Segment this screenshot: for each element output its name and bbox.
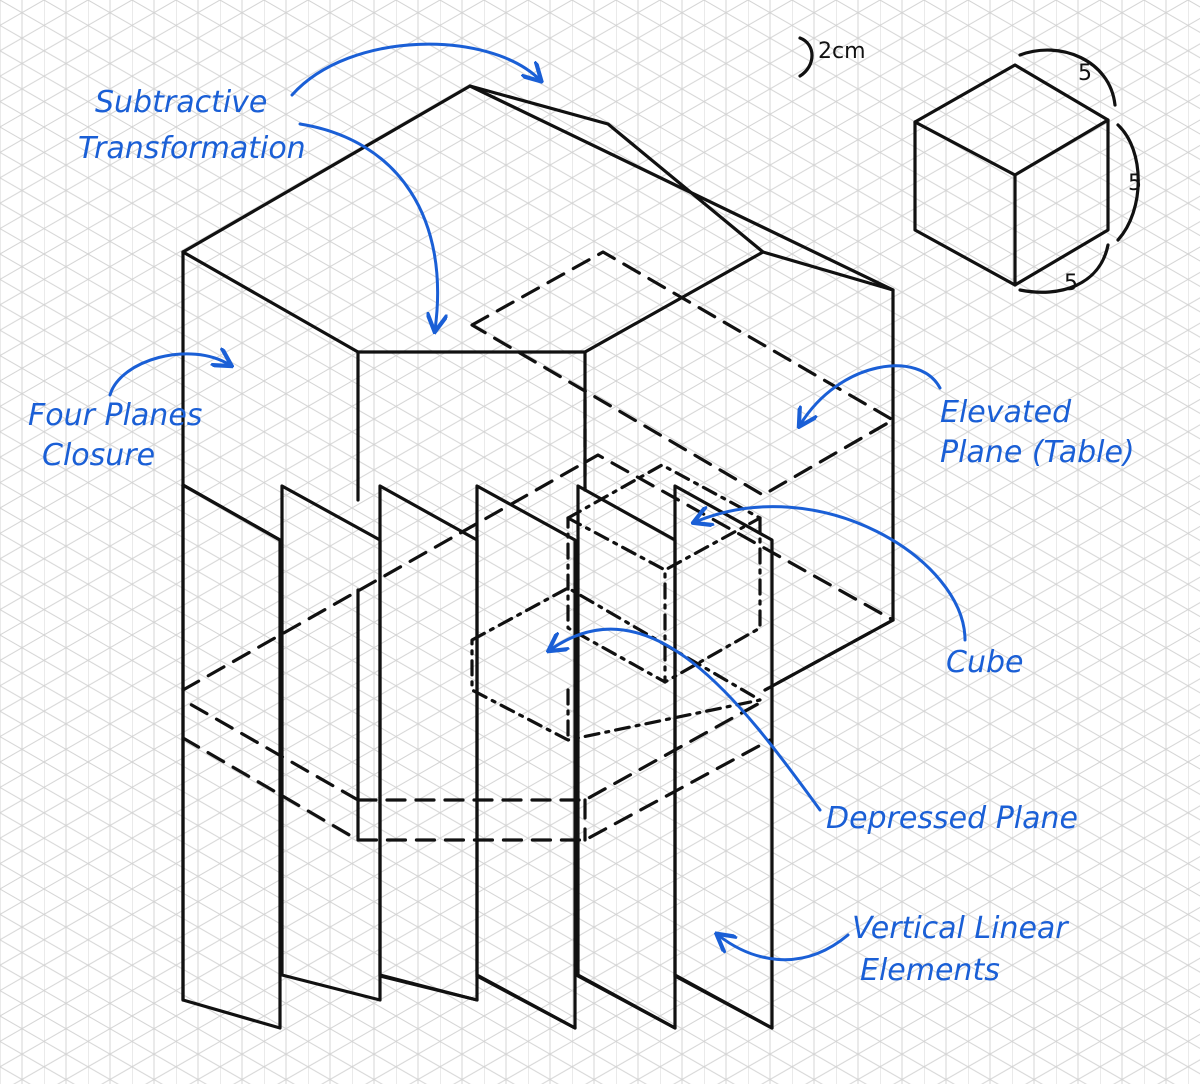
depressed-plane-bottom: [181, 736, 772, 842]
fin-1: [181, 483, 282, 1030]
arrow-depressed: [550, 627, 822, 812]
cube-top-face: [566, 463, 762, 572]
key-cube-dimension-right: [1116, 123, 1140, 242]
top-front-edges: [181, 250, 765, 354]
scale-bracket: [798, 36, 814, 78]
fin-2: [280, 484, 382, 1002]
key-cube-top-value: 5: [1078, 61, 1092, 86]
label-four-planes-line1: Four Planes: [28, 398, 202, 433]
arrow-four-planes: [108, 354, 230, 397]
label-elevated-line2: Plane (Table): [940, 435, 1135, 470]
key-cube-bottom-value: 5: [1064, 271, 1078, 296]
depressed-plane: [181, 453, 895, 842]
key-cube-dimension-top: [1018, 48, 1117, 107]
depressed-plane-inner: [356, 698, 767, 802]
key-cube: [798, 36, 1140, 294]
cube-base-plane: [470, 586, 762, 742]
label-subtractive-line1: Subtractive: [95, 85, 267, 120]
cube-right-face: [663, 516, 762, 684]
label-elevated-line1: Elevated: [940, 395, 1072, 430]
label-vertical-line1: Vertical Linear: [852, 911, 1069, 946]
depressed-plane-left-inner: [181, 698, 360, 802]
arrow-vertical: [718, 935, 850, 962]
annotation-arrows: [108, 42, 967, 962]
label-subtractive-line2: Transformation: [78, 131, 306, 166]
key-cube-outline: [913, 63, 1110, 287]
scale-note: 2cm: [818, 39, 866, 64]
fin-bases: [378, 974, 774, 1030]
elevated-plane: [470, 250, 895, 497]
elevated-plane-outline: [470, 250, 895, 497]
vertical-linear-elements: [181, 483, 774, 1030]
key-cube-right-value: 5: [1128, 171, 1142, 196]
arrow-subtractive-roof: [290, 42, 540, 97]
roof-and-right-outline: [181, 84, 895, 622]
arrow-elevated: [800, 364, 942, 425]
label-depressed: Depressed Plane: [826, 801, 1078, 836]
cube-element: [470, 463, 762, 742]
arrow-subtractive-corner: [298, 122, 438, 330]
label-four-planes-line2: Closure: [42, 438, 155, 473]
label-cube: Cube: [946, 645, 1023, 680]
roof-ridge: [468, 84, 895, 292]
depressed-plane-top: [181, 453, 895, 692]
key-cube-inner-edges: [913, 118, 1110, 287]
label-vertical-line2: Elements: [860, 953, 1000, 988]
arrow-cube: [695, 505, 967, 642]
key-cube-dimension-bottom: [1018, 243, 1110, 294]
